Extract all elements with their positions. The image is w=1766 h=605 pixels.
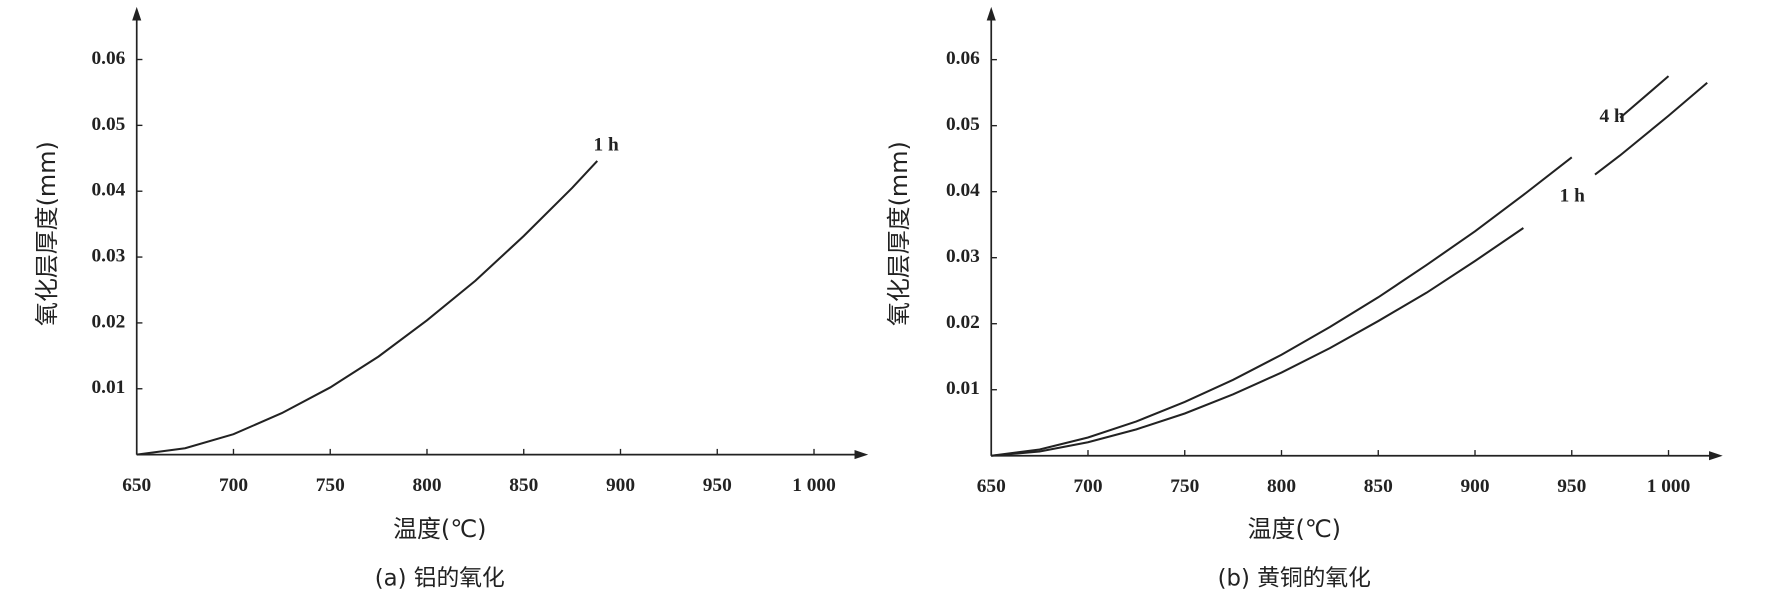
x-tick-label: 900 — [1460, 476, 1489, 497]
line — [991, 81, 1708, 457]
x-axis-label: 温度(℃) — [393, 515, 486, 543]
y-tick-label: 0.03 — [91, 245, 125, 266]
y-axis-arrow — [132, 6, 142, 21]
x-tick-label: 1 000 — [792, 475, 836, 496]
y-tick-label: 0.04 — [91, 180, 125, 201]
x-tick-label: 800 — [1267, 476, 1296, 497]
y-tick-label: 0.04 — [946, 180, 980, 201]
y-tick-label: 0.03 — [946, 246, 980, 267]
y-tick-label: 0.02 — [91, 311, 125, 332]
y-tick-label: 0.06 — [91, 48, 125, 69]
x-tick-label: 800 — [412, 475, 441, 496]
x-tick-label: 950 — [703, 475, 732, 496]
x-tick-label: 750 — [1170, 476, 1199, 497]
x-tick-label: 900 — [606, 475, 635, 496]
x-tick-label: 850 — [1364, 476, 1393, 497]
x-tick-label: 700 — [1073, 476, 1102, 497]
y-tick-label: 0.06 — [946, 48, 980, 69]
x-tick-label: 750 — [316, 475, 345, 496]
y-axis-label: 氧化层厚度(mm) — [885, 141, 913, 326]
chart-title: (a) 铝的氧化 — [375, 565, 505, 591]
x-tick-label: 850 — [509, 475, 538, 496]
y-tick-label: 0.05 — [946, 114, 980, 135]
x-tick-label: 650 — [122, 475, 151, 496]
x-tick-label: 1 000 — [1647, 476, 1691, 497]
y-tick-label: 0.01 — [946, 378, 980, 399]
y-tick-label: 0.05 — [91, 114, 125, 135]
chart-title: (b) 黄铜的氧化 — [1218, 565, 1371, 591]
x-tick-label: 700 — [219, 475, 248, 496]
x-tick-label: 950 — [1557, 476, 1586, 497]
line-label: 1 h — [1560, 186, 1586, 207]
line-label: 4 h — [1600, 106, 1626, 127]
line — [991, 75, 1670, 457]
x-axis-label: 温度(℃) — [1248, 515, 1341, 543]
y-axis-arrow — [986, 6, 996, 21]
x-axis-arrow — [854, 450, 869, 460]
y-axis-label: 氧化层厚度(mm) — [33, 141, 61, 326]
y-tick-label: 0.02 — [946, 312, 980, 333]
line-label: 1 h — [593, 134, 619, 155]
x-axis-arrow — [1709, 451, 1723, 461]
y-tick-label: 0.01 — [91, 377, 125, 398]
x-tick-label: 650 — [977, 476, 1006, 497]
line — [136, 160, 599, 456]
